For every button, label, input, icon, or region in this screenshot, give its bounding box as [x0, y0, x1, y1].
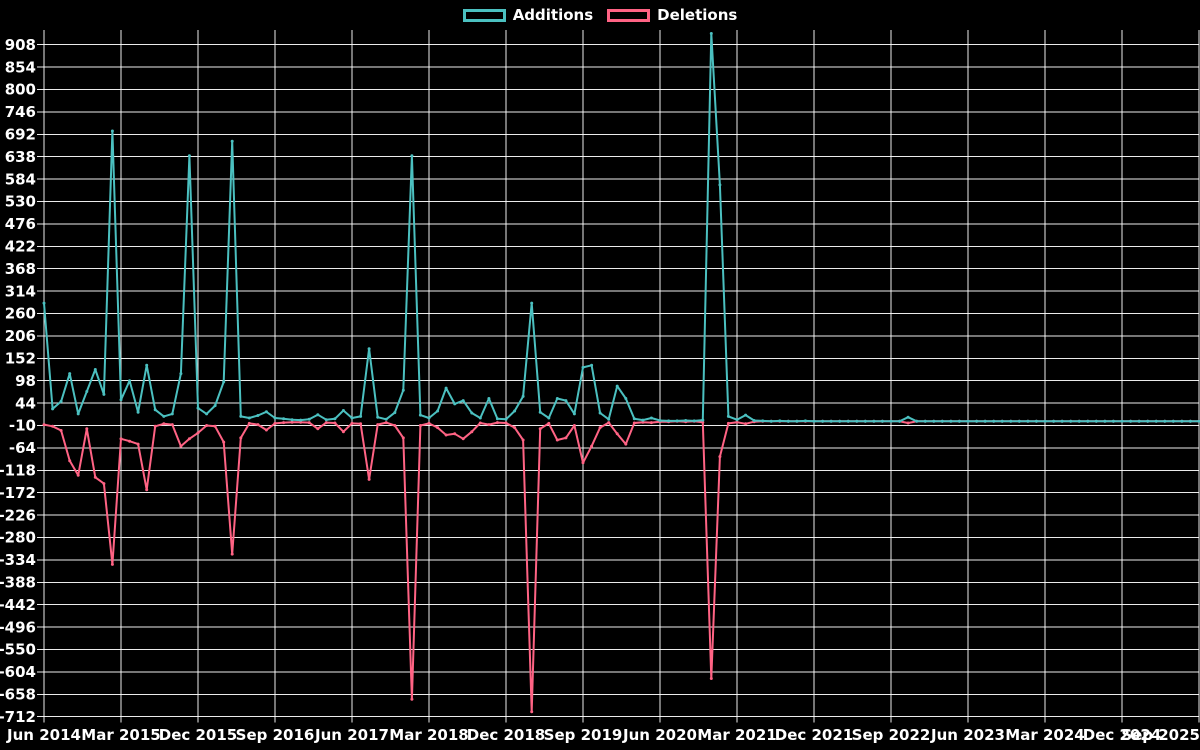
- y-tick-label: 98: [15, 372, 36, 390]
- additions-series-line[interactable]: [42, 32, 1200, 423]
- h-gridlines: [37, 44, 1199, 718]
- x-tick-label: Dec 2015: [159, 726, 238, 744]
- y-tick-label: -658: [0, 686, 36, 704]
- x-tick-label: Dec 2021: [775, 726, 854, 744]
- x-tick-label: Dec 2018: [467, 726, 546, 744]
- y-tick-label: 260: [5, 305, 36, 323]
- additions-swatch-icon: [462, 8, 506, 22]
- y-tick-label: -388: [0, 574, 36, 592]
- y-tick-label: 368: [5, 260, 36, 278]
- y-tick-label: 638: [5, 148, 36, 166]
- y-tick-label: 584: [5, 170, 36, 188]
- x-tick-label: Mar 2015: [81, 726, 160, 744]
- x-tick-label: Jun 2020: [622, 726, 697, 744]
- chart-legend: Additions Deletions: [0, 6, 1200, 24]
- deletions-swatch-icon: [607, 8, 651, 22]
- legend-item-additions[interactable]: Additions: [462, 6, 594, 24]
- x-tick-label: Mar 2024: [1005, 726, 1084, 744]
- y-tick-label: 44: [15, 394, 36, 412]
- x-tick-label: Sep 2019: [544, 726, 623, 744]
- v-gridlines: [43, 30, 1200, 723]
- x-tick-label: Jun 2023: [930, 726, 1005, 744]
- y-tick-label: 800: [5, 81, 36, 99]
- y-tick-label: -712: [0, 708, 36, 726]
- x-tick-label: Sep 2016: [236, 726, 315, 744]
- x-tick-label: Jun 2017: [314, 726, 389, 744]
- y-tick-label: 476: [5, 215, 36, 233]
- x-tick-label: Sep 2022: [852, 726, 931, 744]
- y-tick-label: -226: [0, 506, 36, 524]
- legend-label-additions: Additions: [512, 6, 594, 24]
- x-tick-label: Jun 2014: [6, 726, 81, 744]
- y-tick-label: -550: [0, 641, 36, 659]
- x-tick-label: Mar 2021: [697, 726, 776, 744]
- deletions-series-line[interactable]: [42, 419, 1200, 714]
- y-tick-label: -64: [9, 439, 36, 457]
- y-tick-label: 314: [5, 282, 36, 300]
- y-tick-label: 854: [5, 58, 36, 76]
- y-tick-label: -10: [9, 417, 36, 435]
- y-tick-label: -334: [0, 551, 36, 569]
- x-tick-label: Dec 2024: [1083, 726, 1162, 744]
- y-tick-label: 422: [5, 238, 36, 256]
- y-tick-label: -118: [0, 462, 36, 480]
- y-axis-labels: 908 854 800 746 692 638 584 530 476 422 368 314 260 2…: [0, 36, 36, 726]
- y-tick-label: -496: [0, 618, 36, 636]
- y-tick-label: 530: [5, 193, 36, 211]
- x-tick-label: Mar 2018: [389, 726, 468, 744]
- y-tick-label: -172: [0, 484, 36, 502]
- y-tick-label: 206: [5, 327, 36, 345]
- y-tick-label: -280: [0, 529, 36, 547]
- x-tick-label: Sep 2025: [1121, 726, 1200, 744]
- legend-label-deletions: Deletions: [657, 6, 738, 24]
- y-tick-label: -604: [0, 663, 36, 681]
- y-tick-label: 152: [5, 350, 36, 368]
- legend-item-deletions[interactable]: Deletions: [607, 6, 737, 24]
- y-tick-label: 908: [5, 36, 36, 54]
- y-tick-label: 692: [5, 126, 36, 144]
- y-tick-label: 746: [5, 103, 36, 121]
- y-tick-label: -442: [0, 596, 36, 614]
